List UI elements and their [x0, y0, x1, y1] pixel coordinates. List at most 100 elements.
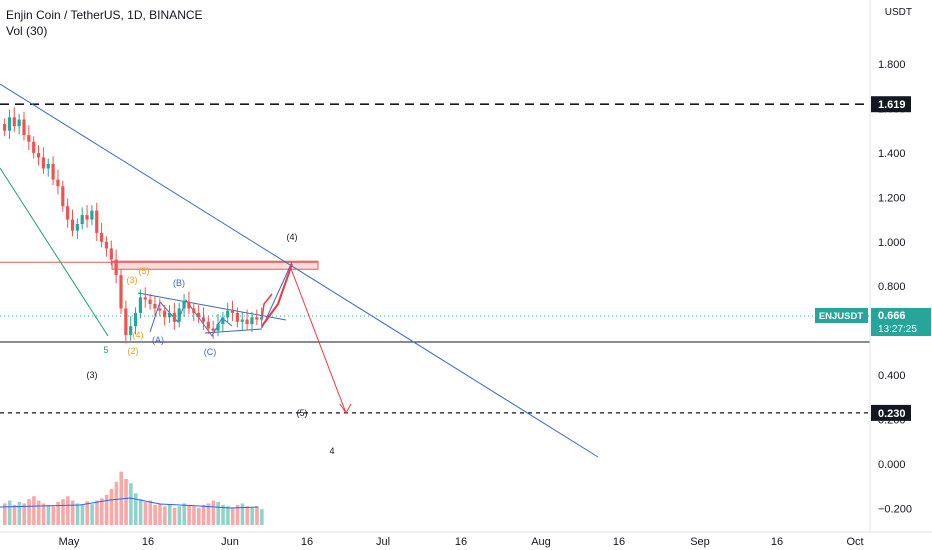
candle-body — [41, 157, 45, 169]
volume-bar — [235, 504, 240, 525]
volume-bar — [41, 503, 46, 525]
candle-body — [211, 328, 215, 331]
volume-bar — [245, 506, 250, 525]
wave-annotation: (3) — [127, 275, 138, 285]
x-tick-label: Jun — [221, 536, 239, 548]
volume-bar — [95, 500, 99, 525]
volume-bar — [250, 507, 254, 525]
volume-bar — [56, 501, 60, 525]
wave-annotation: (C) — [204, 347, 217, 357]
volume-bar — [260, 509, 264, 525]
candle-body — [192, 308, 196, 313]
resistance-zone — [111, 260, 319, 270]
volume-bar — [17, 501, 22, 525]
volume-bar — [114, 481, 119, 525]
time-axis: May 16 Jun 16 Jul 16 Aug 16 Sep 16 Oct — [0, 531, 932, 548]
volume-bar — [211, 500, 216, 525]
y-tick-label: 0.400 — [878, 370, 906, 382]
y-tick-label: 0.000 — [878, 459, 906, 471]
candle-body — [75, 224, 79, 231]
y-tick-label: 1.000 — [878, 237, 906, 249]
level-label-0230-bg — [871, 404, 911, 421]
volume-bar — [177, 506, 182, 525]
volume-bar — [27, 499, 31, 525]
wave-annotation: (5) — [139, 266, 150, 276]
volume-bar — [85, 501, 90, 525]
candle-body — [61, 186, 65, 207]
volume-bar — [206, 503, 211, 525]
candle-body — [56, 179, 60, 187]
volume-bar — [36, 500, 41, 525]
volume-bars — [0, 471, 264, 525]
x-tick-label: 16 — [455, 536, 467, 548]
x-tick-label: Aug — [531, 536, 551, 548]
candle-body — [206, 321, 210, 329]
volume-bar — [192, 506, 196, 525]
candle-body — [216, 324, 220, 331]
candle-body — [7, 117, 12, 131]
candle-body — [32, 141, 36, 153]
candle-body — [104, 241, 109, 249]
volume-bar — [12, 504, 17, 525]
candle-body — [12, 117, 16, 127]
volume-bar — [182, 503, 187, 525]
candles — [3, 107, 264, 344]
wave-annotation: (2) — [128, 346, 139, 356]
x-tick-label: Oct — [846, 536, 863, 548]
candle-body — [138, 297, 142, 313]
candle-body — [255, 317, 259, 320]
volume-bar — [90, 504, 94, 525]
wave-annotation: (A) — [152, 335, 164, 345]
level-label-1619-text: 1.619 — [878, 99, 906, 111]
volume-bar — [216, 501, 220, 525]
candle-body — [187, 301, 191, 309]
projection-arrow-head — [339, 403, 352, 414]
volume-bar — [80, 504, 85, 525]
candle-body — [163, 310, 167, 318]
candle-body — [22, 119, 26, 136]
volume-bar — [167, 504, 172, 525]
y-tick-label: 1.800 — [878, 59, 906, 71]
volume-bar — [153, 504, 157, 525]
current-price-badge-bg — [871, 308, 931, 336]
candle-body — [51, 164, 55, 180]
price-symbol-badge-bg — [815, 308, 868, 323]
candle-body — [235, 312, 239, 322]
volume-bar — [230, 507, 235, 525]
wave4-path — [261, 261, 293, 329]
volume-bar — [226, 506, 230, 525]
projection-up-path — [261, 263, 293, 327]
volume-bar — [66, 496, 70, 525]
y-tick-label: 0.800 — [878, 281, 906, 293]
chart-symbol-title: Enjin Coin / TetherUS, 1D, BINANCE — [6, 8, 203, 22]
volume-bar — [104, 494, 109, 525]
volume-bar — [32, 496, 36, 525]
price-axis: −0.2000.0000.2000.4000.6000.8001.0001.20… — [815, 0, 931, 532]
wave-annotation: (4) — [287, 232, 298, 242]
projection-small-path — [261, 293, 273, 319]
volume-bar — [163, 506, 167, 525]
candle-body — [46, 164, 50, 169]
x-tick-label: 16 — [142, 536, 154, 548]
volume-bar — [100, 498, 104, 525]
volume-bar — [133, 493, 138, 525]
level-label-1619-bg — [871, 96, 911, 113]
candle-body — [66, 206, 70, 220]
x-tick-label: 16 — [613, 536, 625, 548]
x-tick-label: Jul — [376, 536, 390, 548]
candle-body — [230, 310, 235, 313]
volume-bar — [3, 503, 7, 525]
volume-bar — [70, 500, 75, 525]
volume-bar — [119, 471, 123, 525]
y-tick-label: 1.400 — [878, 148, 906, 160]
candle-body — [85, 215, 89, 220]
volume-bar — [221, 504, 225, 525]
candle-body — [95, 210, 99, 233]
candle-body — [201, 317, 206, 322]
volume-bar — [143, 501, 148, 525]
volume-bar — [148, 500, 153, 525]
volume-bar — [197, 507, 201, 525]
volume-bar — [61, 499, 65, 525]
candle-body — [148, 299, 152, 304]
